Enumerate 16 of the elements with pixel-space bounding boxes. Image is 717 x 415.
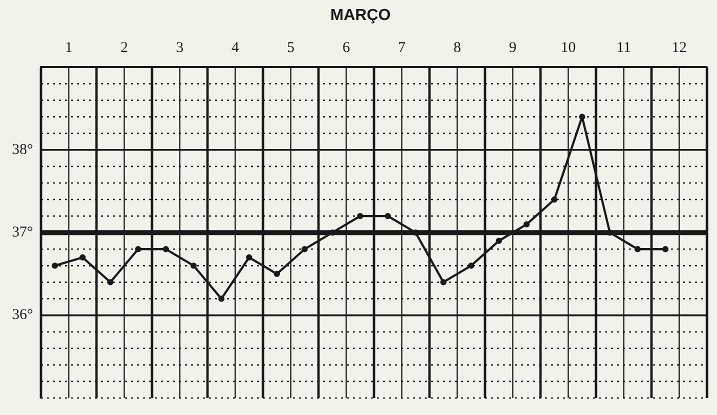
- x-tick-label: 3: [176, 40, 184, 56]
- x-tick-label: 11: [616, 40, 631, 56]
- y-tick-label: 36°: [12, 307, 33, 324]
- x-tick-label: 4: [232, 40, 240, 56]
- x-tick-label: 12: [672, 40, 687, 56]
- y-tick-label: 37°: [12, 224, 33, 241]
- y-tick-label: 38°: [12, 142, 33, 158]
- x-tick-label: 8: [454, 40, 461, 56]
- x-tick-label: 10: [560, 40, 576, 56]
- x-tick-label: 9: [509, 40, 516, 56]
- x-tick-label: 7: [398, 40, 406, 56]
- x-tick-label: 1: [65, 40, 72, 56]
- x-tick-label: 6: [342, 40, 350, 56]
- x-tick-label: 5: [287, 40, 294, 56]
- x-tick-label: 2: [120, 40, 128, 56]
- chart-title: MARÇO: [330, 7, 391, 24]
